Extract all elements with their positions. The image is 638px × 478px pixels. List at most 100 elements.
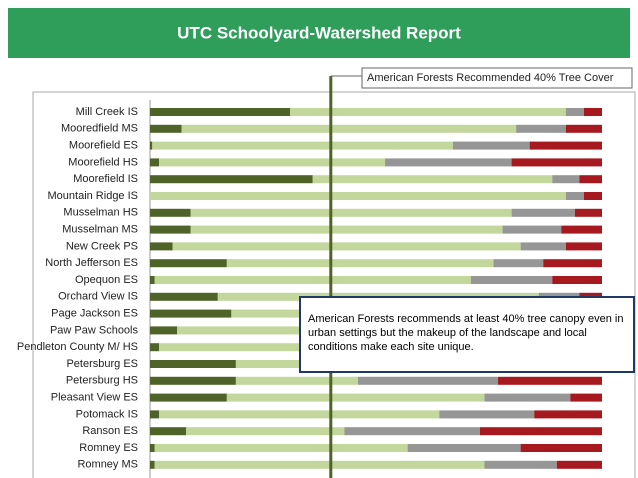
y-tick-label: Page Jackson ES <box>51 308 138 320</box>
bar-segment <box>470 276 553 284</box>
y-tick-label: Petersburg ES <box>66 358 138 370</box>
bar-segment <box>150 242 173 251</box>
bar-segment <box>190 225 503 234</box>
bar-segment <box>452 141 530 150</box>
bar-segment <box>552 175 580 184</box>
bar-segment <box>344 427 480 436</box>
bar-segment <box>493 259 544 268</box>
bar-segment <box>150 276 155 284</box>
bar-segment <box>150 124 182 133</box>
bar-segment <box>407 444 521 452</box>
bar-segment <box>312 175 553 184</box>
bar-segment <box>181 124 517 133</box>
bar-segment <box>565 108 584 116</box>
y-tick-label: Mountain Ridge IS <box>48 190 139 202</box>
y-tick-label: Potomack IS <box>76 408 138 420</box>
bar-segment <box>150 326 178 335</box>
bar-segment <box>385 158 512 167</box>
bar-segment <box>552 276 602 284</box>
bar-segment <box>583 108 602 116</box>
y-tick-label: Romney ES <box>79 442 138 454</box>
bar-segment <box>484 393 571 402</box>
title-banner <box>8 8 630 58</box>
y-tick-label: Moorefield IS <box>73 173 138 185</box>
y-tick-label: Musselman HS <box>63 207 138 219</box>
bar-segment <box>556 460 602 469</box>
y-tick-label: Mooredfield MS <box>61 123 138 135</box>
bar-segment <box>150 158 160 167</box>
bar-segment <box>150 259 227 268</box>
bar-segment <box>235 376 358 385</box>
bar-segment <box>154 276 471 284</box>
bar-segment <box>570 393 602 402</box>
reference-label: American Forests Recommended 40% Tree Co… <box>367 72 614 84</box>
y-tick-label: North Jefferson ES <box>45 257 138 269</box>
bar-segment <box>150 309 232 318</box>
y-tick-label: Petersburg HS <box>66 375 138 387</box>
bar-segment <box>150 343 160 352</box>
y-tick-label: Paw Paw Schools <box>50 324 139 336</box>
bar-segment <box>150 108 291 116</box>
bar-segment <box>511 208 575 217</box>
bar-segment <box>479 427 602 436</box>
bar-segment <box>150 427 187 436</box>
bar-segment <box>150 208 191 217</box>
y-tick-label: Ranson ES <box>82 425 138 437</box>
bar-segment <box>150 360 236 368</box>
bar-segment <box>520 242 566 251</box>
bar-segment <box>565 192 584 200</box>
bar-segment <box>520 444 602 452</box>
bar-segment <box>159 410 440 419</box>
bar-segment <box>150 376 236 385</box>
bar-segment <box>502 225 562 234</box>
y-tick-label: Orchard View IS <box>58 291 138 303</box>
bar-segment <box>150 225 191 234</box>
bar-segment <box>529 141 602 150</box>
bar-segment <box>561 225 602 234</box>
bar-segment <box>583 192 602 200</box>
chart-title: UTC Schoolyard-Watershed Report <box>177 23 461 42</box>
bar-segment <box>439 410 535 419</box>
bar-segment <box>574 208 602 217</box>
bar-segment <box>150 175 313 184</box>
annotation-text: urban settings but the makeup of the lan… <box>308 327 587 339</box>
bar-segment <box>154 460 485 469</box>
y-tick-label: Opequon ES <box>75 274 138 286</box>
y-tick-label: Pendleton County M/ HS <box>17 341 138 353</box>
annotation-text: conditions make each site unique. <box>308 341 474 353</box>
bar-segment <box>565 242 602 251</box>
bar-segment <box>150 393 227 402</box>
bar-segment <box>150 410 160 419</box>
reference-label-box <box>361 67 633 89</box>
y-tick-label: New Creek PS <box>66 240 138 252</box>
bar-segment <box>543 259 602 268</box>
bar-segment <box>565 124 602 133</box>
annotation-text: American Forests recommends at least 40%… <box>308 313 623 325</box>
bar-segment <box>150 141 153 150</box>
bar-segment <box>516 124 566 133</box>
bar-segment <box>150 292 218 301</box>
bar-segment <box>579 175 602 184</box>
bar-segment <box>172 242 521 251</box>
bar-segment <box>152 141 453 150</box>
bar-segment <box>154 444 408 452</box>
bar-segment <box>159 158 386 167</box>
y-tick-label: Moorefield HS <box>68 156 138 168</box>
bar-segment <box>150 192 566 200</box>
bar-segment <box>498 376 602 385</box>
bar-segment <box>186 427 345 436</box>
bar-segment <box>226 393 485 402</box>
bar-segment <box>150 460 155 469</box>
y-tick-label: Romney MS <box>77 459 138 471</box>
bar-segment <box>511 158 602 167</box>
bar-segment <box>150 444 155 452</box>
bar-segment <box>290 108 566 116</box>
y-tick-label: Pleasant View ES <box>51 392 138 404</box>
plot-frame <box>32 91 636 478</box>
bar-segment <box>190 208 512 217</box>
y-tick-label: Mill Creek IS <box>76 106 138 118</box>
bar-segment <box>484 460 557 469</box>
bar-segment <box>534 410 602 419</box>
y-tick-label: Moorefield ES <box>69 140 138 152</box>
